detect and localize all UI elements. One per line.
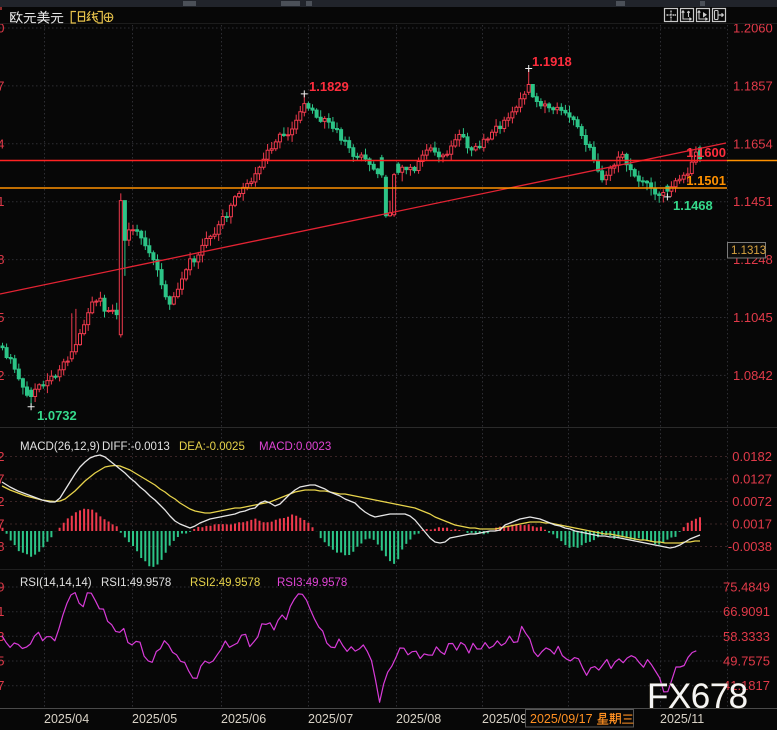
svg-text:0.0017: 0.0017 [0,517,5,532]
svg-text:58.3333: 58.3333 [723,629,770,644]
svg-text:75.4849: 75.4849 [723,580,770,595]
svg-text:1.1451: 1.1451 [0,194,5,209]
svg-text:1.1857: 1.1857 [733,78,773,93]
svg-text:1.1654: 1.1654 [0,136,5,151]
svg-text:0.0127: 0.0127 [732,472,772,487]
svg-text:0.0072: 0.0072 [0,494,5,509]
svg-text:1.1654: 1.1654 [733,136,773,151]
svg-text:MACD:0.0023: MACD:0.0023 [259,441,331,453]
svg-text:1.2060: 1.2060 [733,21,773,36]
svg-text:1.0842: 1.0842 [0,368,5,383]
svg-text:1.1468: 1.1468 [673,198,713,213]
svg-text:66.9091: 66.9091 [723,604,770,619]
svg-text:DEA:-0.0025: DEA:-0.0025 [179,441,245,453]
svg-text:2025/09/17: 2025/09/17 [530,712,593,726]
svg-text:0.0182: 0.0182 [732,449,772,464]
svg-text:FX678: FX678 [647,677,748,716]
svg-text:0.0127: 0.0127 [0,472,5,487]
svg-text:2025/08: 2025/08 [396,712,441,726]
svg-text:1.1045: 1.1045 [733,310,773,325]
svg-text:1.1600: 1.1600 [686,145,726,160]
svg-text:2025/06: 2025/06 [221,712,266,726]
svg-text:2025/07: 2025/07 [308,712,353,726]
svg-text:-0.0038: -0.0038 [728,539,772,554]
svg-text:1.0842: 1.0842 [733,368,773,383]
svg-text:2025/11: 2025/11 [660,712,704,726]
svg-text:1.1829: 1.1829 [309,79,349,94]
svg-text:0.0072: 0.0072 [732,494,772,509]
svg-text:-0.0038: -0.0038 [0,539,5,554]
svg-text:1.1451: 1.1451 [733,194,773,209]
svg-text:49.7575: 49.7575 [0,654,5,669]
svg-text:1.1313: 1.1313 [731,245,766,257]
svg-text:66.9091: 66.9091 [0,604,5,619]
svg-text:1.1857: 1.1857 [0,78,5,93]
svg-text:RSI3:49.9578: RSI3:49.9578 [277,577,347,589]
svg-text:MACD(26,12,9): MACD(26,12,9) [20,441,100,453]
svg-text:2025/09: 2025/09 [482,712,527,726]
svg-text:0.0182: 0.0182 [0,449,5,464]
svg-text:1.0732: 1.0732 [37,408,77,423]
svg-text:41.1817: 41.1817 [723,678,770,693]
svg-text:1.1501: 1.1501 [686,173,726,188]
svg-text:41.1817: 41.1817 [0,678,5,693]
svg-text:1.1248: 1.1248 [0,252,5,267]
svg-text:1.1045: 1.1045 [0,310,5,325]
svg-text:RSI2:49.9578: RSI2:49.9578 [190,577,260,589]
svg-text:0.0017: 0.0017 [732,517,772,532]
svg-text:1.1918: 1.1918 [532,54,572,69]
svg-text:RSI(14,14,14): RSI(14,14,14) [20,577,92,589]
svg-text:2025/05: 2025/05 [132,712,177,726]
svg-text:49.7575: 49.7575 [723,654,770,669]
svg-text:75.4849: 75.4849 [0,580,5,595]
svg-text:2025/04: 2025/04 [44,712,89,726]
svg-text:1.2060: 1.2060 [0,21,5,36]
svg-text:RSI1:49.9578: RSI1:49.9578 [101,577,171,589]
svg-text:DIFF:-0.0013: DIFF:-0.0013 [102,441,170,453]
